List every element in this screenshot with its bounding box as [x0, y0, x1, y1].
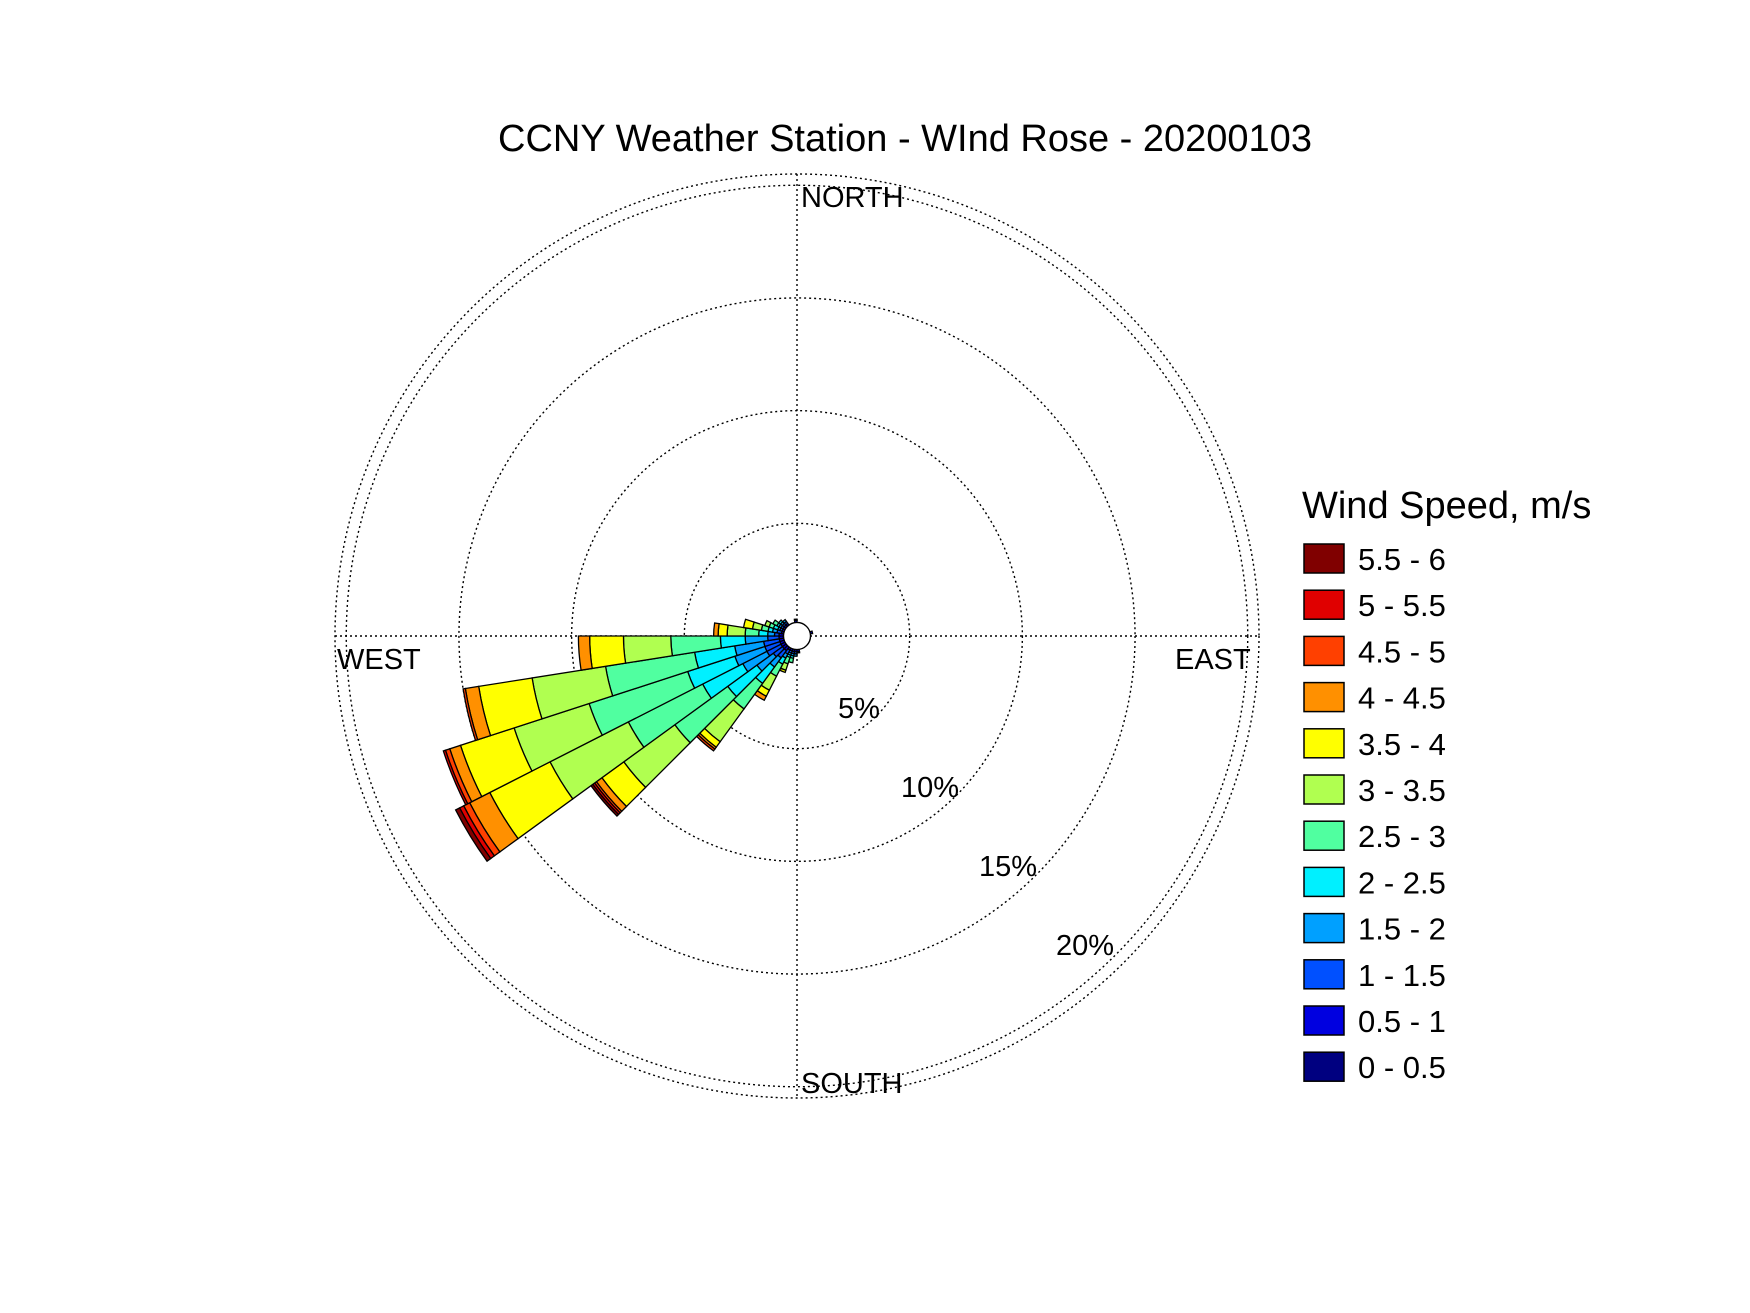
legend-swatch-5	[1303, 728, 1345, 759]
wedge-sector-310.5-bin-4	[777, 619, 784, 625]
grid-ring-1	[683, 522, 911, 750]
wedge-sector-175.5-bin-2	[796, 650, 801, 654]
ring-label-20: 20%	[1056, 930, 1114, 962]
wedge-sector-238.5-bin-11	[454, 807, 492, 863]
compass-south-label: SOUTH	[801, 1068, 903, 1100]
legend-label-10: 1 - 1.5	[1358, 958, 1446, 993]
legend-swatch-9	[1303, 912, 1345, 944]
wind-sectors	[442, 618, 814, 863]
legend-swatch-2	[1303, 589, 1345, 620]
compass-east-label: EAST	[1175, 644, 1251, 676]
wedge-sector-247.5-bin-10	[442, 749, 469, 806]
legend-label-2: 5 - 5.5	[1358, 588, 1446, 623]
legend-label-11: 0.5 - 1	[1358, 1004, 1446, 1039]
legend-items: 5.5 - 6 5 - 5.5 4.5 - 5 4 - 4.5 3.5 - 4 3 - 3…	[1303, 542, 1446, 1085]
calm-circle	[782, 621, 812, 651]
legend-label-5: 3.5 - 4	[1358, 727, 1446, 762]
legend-swatch-6	[1303, 774, 1345, 805]
wedge-sector-355.5-bin-2	[793, 618, 798, 622]
wedge-sector-274.5-bin-6	[726, 624, 747, 637]
legend-label-4: 4 - 4.5	[1358, 681, 1446, 716]
legend-swatch-1	[1303, 543, 1345, 574]
ring-label-15: 15%	[979, 851, 1037, 883]
wedge-sector-184.5-bin-3	[793, 653, 798, 657]
wedge-sector-274.5-bin-8	[712, 622, 720, 637]
compass-west-label: WEST	[337, 644, 421, 676]
legend-label-12: 0 - 0.5	[1358, 1050, 1446, 1085]
legend-label-8: 2 - 2.5	[1358, 865, 1446, 900]
wedge-sector-319.5-bin-3	[781, 618, 788, 625]
ring-label-5: 5%	[838, 693, 880, 725]
calm-center	[782, 621, 812, 651]
polar-labels: NORTH SOUTH WEST EAST 5% 10% 15% 20%	[337, 182, 1251, 1100]
legend-swatch-4	[1303, 681, 1345, 713]
wedge-sector-283.5-bin-7	[742, 618, 755, 630]
legend-title: Wind Speed, m/s	[1302, 485, 1591, 527]
chart-title: CCNY Weather Station - WInd Rose - 20200…	[498, 118, 1312, 160]
legend-label-6: 3 - 3.5	[1358, 773, 1446, 808]
wedge-sector-292.5-bin-6	[764, 619, 772, 628]
legend-swatch-10	[1303, 959, 1345, 990]
legend-label-9: 1.5 - 2	[1358, 912, 1446, 947]
legend-swatch-7	[1303, 820, 1345, 851]
legend-label-7: 2.5 - 3	[1358, 819, 1446, 854]
legend-label-1: 5.5 - 6	[1358, 542, 1446, 577]
legend-swatch-12	[1303, 1051, 1345, 1082]
legend-swatch-3	[1303, 635, 1345, 667]
legend-swatch-8	[1303, 866, 1345, 898]
compass-north-label: NORTH	[801, 182, 904, 214]
legend-swatch-11	[1303, 1005, 1345, 1036]
legend-label-3: 4.5 - 5	[1358, 634, 1446, 669]
wedge-sector-265.5-bin-7	[589, 635, 627, 670]
legend: Wind Speed, m/s 5.5 - 6 5 - 5.5 4.5 - 5 4 -…	[1302, 485, 1591, 1085]
wedge-sector-256.5-bin-9	[462, 687, 479, 742]
wedge-sector-301.5-bin-5	[772, 619, 780, 627]
ring-label-10: 10%	[901, 772, 959, 804]
wedge-sector-265.5-bin-8	[577, 635, 593, 671]
wedge-sector-274.5-bin-7	[717, 622, 729, 637]
